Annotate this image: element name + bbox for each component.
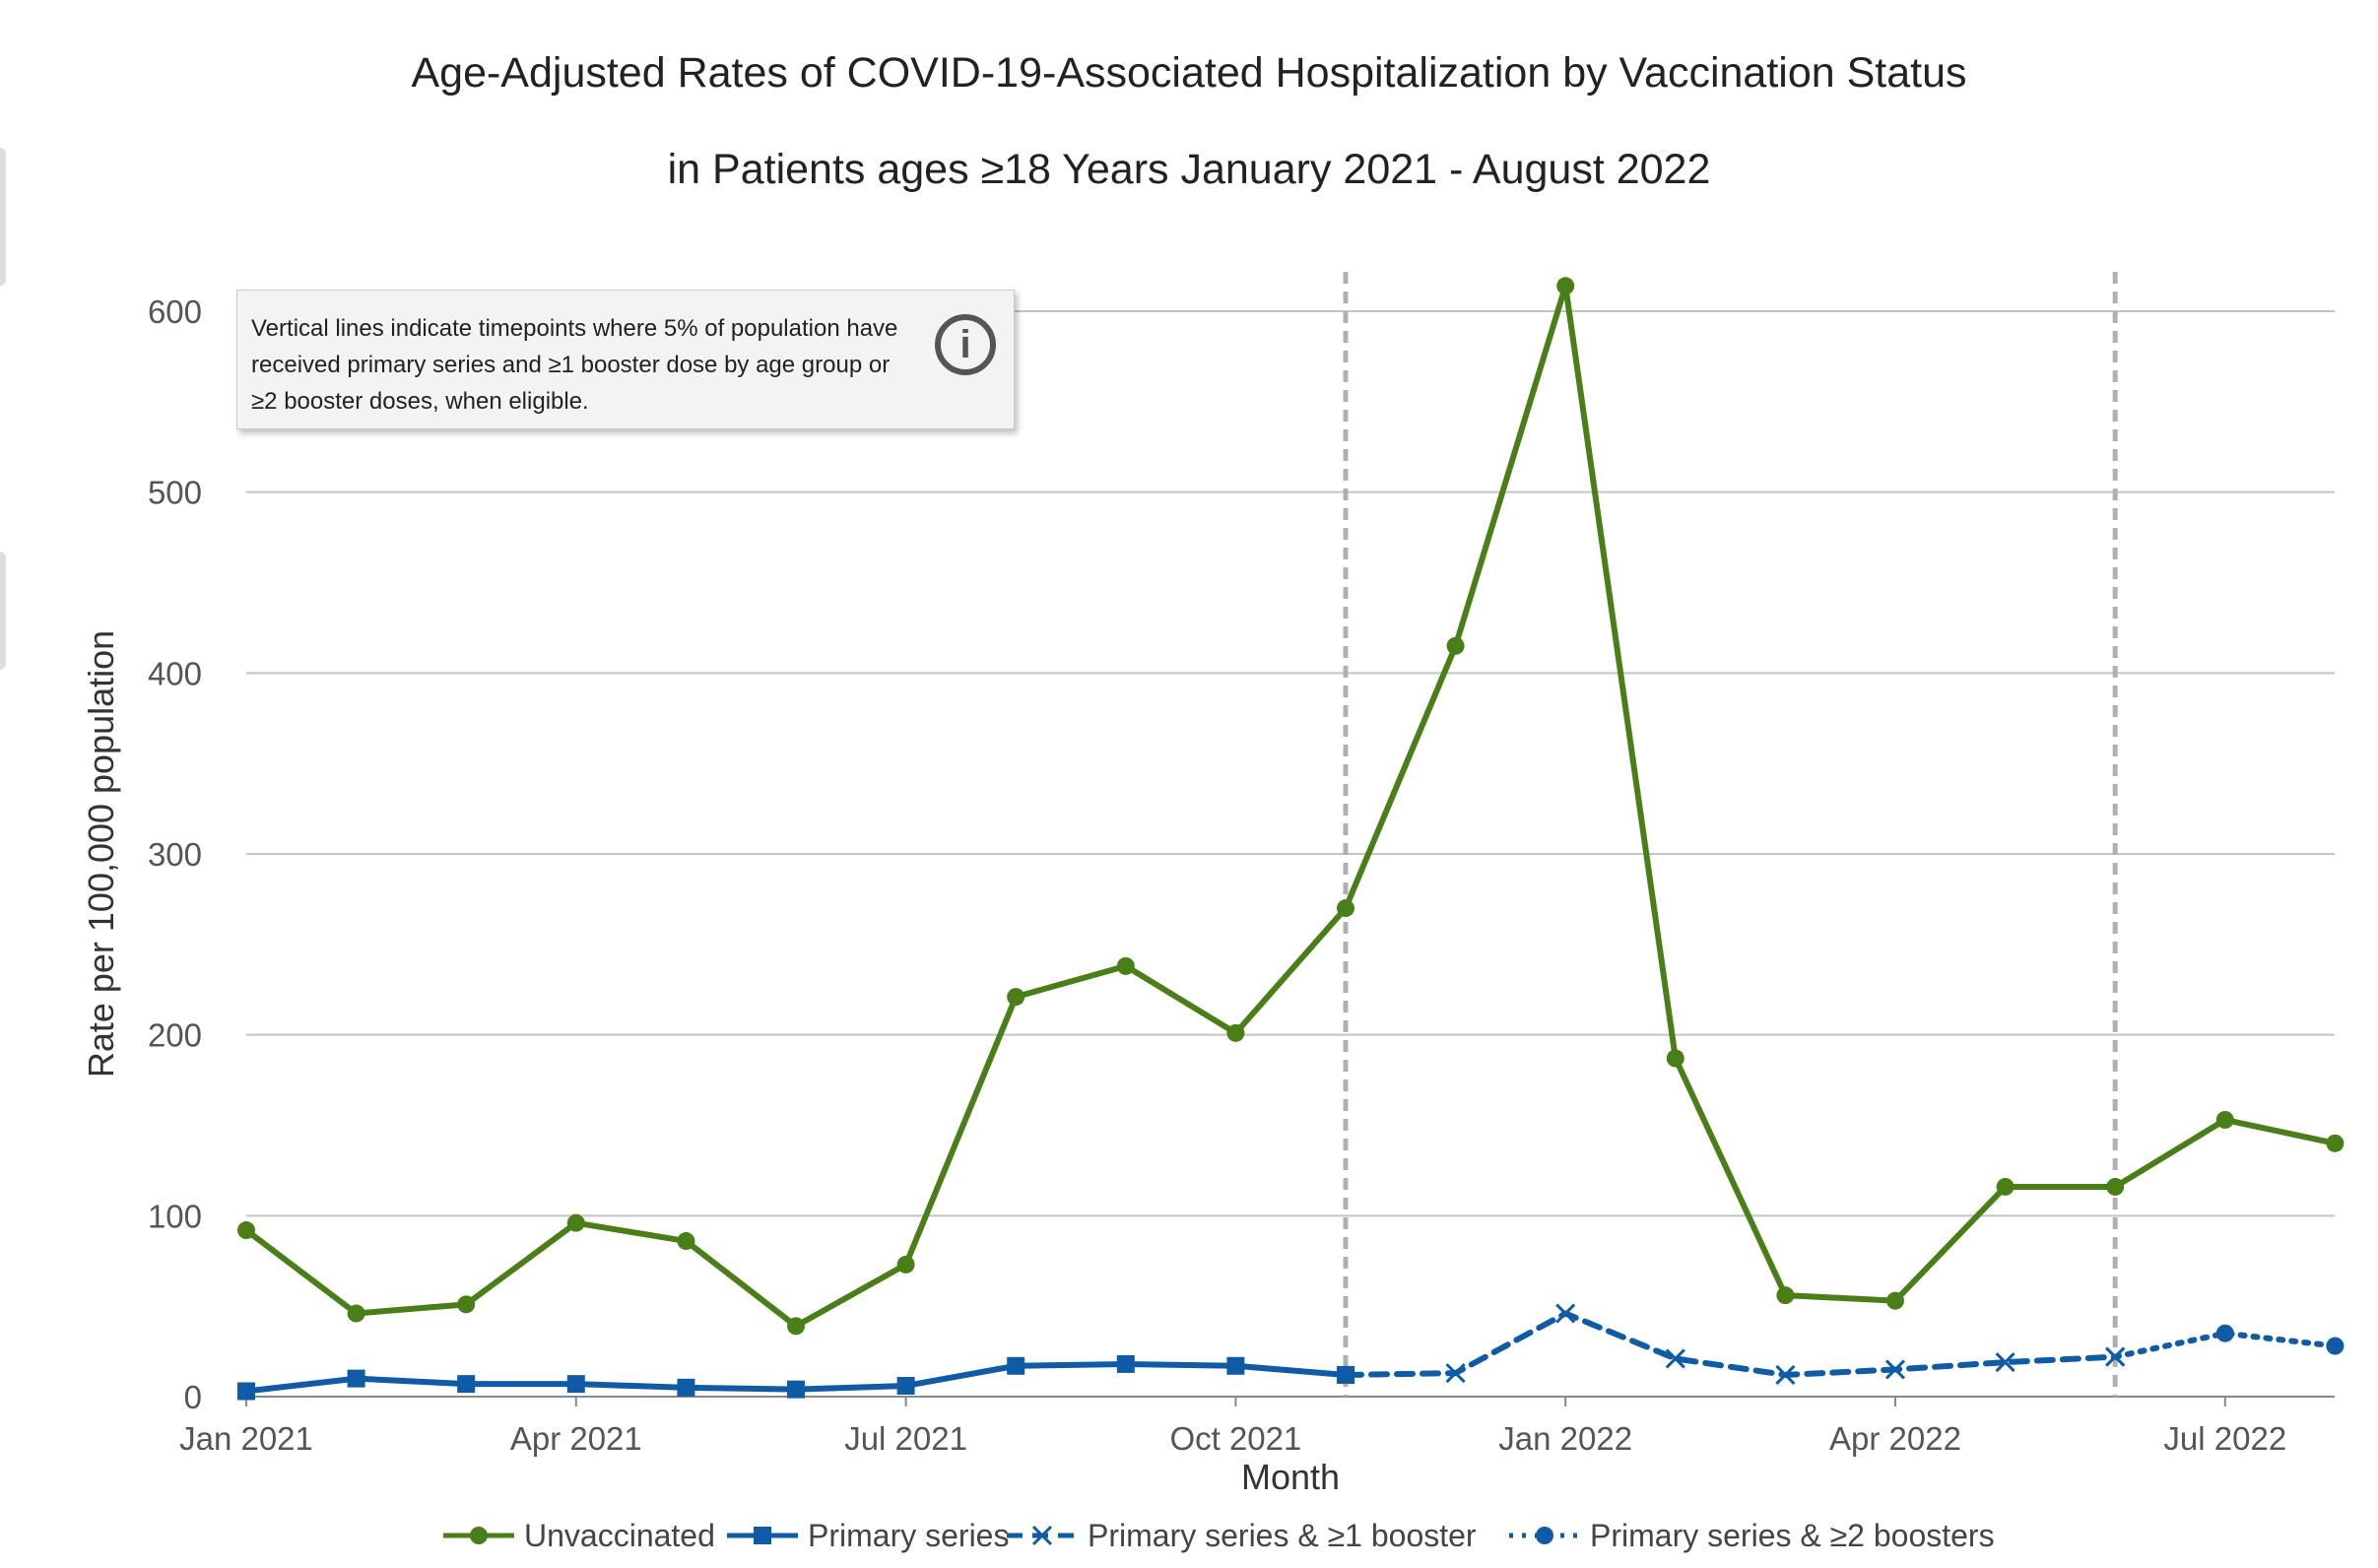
data-point <box>1556 277 1575 295</box>
legend-item-2: Primary series & ≥1 booster <box>1007 1518 1477 1553</box>
data-point <box>1775 1364 1796 1386</box>
x-axis-ticks: Jan 2021 Apr 2021 Jul 2021 Oct 2021 Jan 2022… <box>179 1397 2286 1457</box>
legend-item-0: Unvaccinated <box>443 1518 715 1553</box>
side-tab-upper[interactable] <box>0 148 6 286</box>
data-point <box>1886 1291 1904 1310</box>
x-tick-label: Jul 2022 <box>2163 1420 2286 1457</box>
data-point <box>1116 956 1135 975</box>
data-point <box>566 1375 585 1394</box>
legend-item-3: Primary series & ≥2 boosters <box>1509 1518 1995 1553</box>
series-line <box>243 283 2339 1330</box>
series-line <box>1343 1310 2119 1378</box>
series-1 <box>237 1354 1354 1401</box>
data-point <box>677 1378 695 1397</box>
data-point <box>896 1255 915 1274</box>
data-point-stroke <box>1031 1525 1053 1546</box>
x-tick-label: Oct 2021 <box>1169 1420 1301 1457</box>
series-0 <box>237 277 2345 1336</box>
y-tick-label: 400 <box>148 655 202 691</box>
data-point-stroke <box>1884 1359 1906 1380</box>
data-point <box>1776 1286 1795 1305</box>
data-point <box>2326 1134 2345 1152</box>
data-point <box>566 1213 585 1232</box>
x-axis-label: Month <box>1241 1457 1340 1497</box>
x-tick-label: Jan 2022 <box>1498 1420 1632 1457</box>
note-text: Vertical lines indicate timepoints where… <box>251 315 898 415</box>
legend-item-1: Primary series <box>727 1518 1009 1553</box>
x-tick-label: Apr 2022 <box>1829 1420 1961 1457</box>
data-point-stroke <box>1775 1364 1796 1386</box>
chart-title-line2: in Patients ages ≥18 Years January 2021 … <box>667 146 1711 193</box>
x-tick-label: Apr 2021 <box>510 1420 642 1457</box>
data-point <box>1884 1359 1906 1380</box>
data-point <box>347 1304 365 1323</box>
data-point-stroke <box>1665 1348 1685 1369</box>
legend-label: Primary series & ≥2 boosters <box>1590 1518 1995 1553</box>
side-tab-lower[interactable] <box>0 552 6 670</box>
chart-title-line1: Age-Adjusted Rates of COVID-19-Associate… <box>411 49 1967 97</box>
data-point-stroke <box>2105 1346 2126 1367</box>
y-tick-label: 300 <box>148 836 202 873</box>
y-tick-label: 600 <box>148 294 202 330</box>
series-2 <box>1337 1303 2126 1386</box>
y-tick-label: 200 <box>148 1017 202 1054</box>
data-point <box>1226 1023 1245 1042</box>
data-point <box>457 1375 476 1394</box>
data-point <box>1031 1525 1053 1546</box>
y-tick-label: 500 <box>148 475 202 511</box>
data-point <box>1226 1356 1245 1375</box>
info-icon[interactable]: i <box>935 314 996 375</box>
x-tick-label: Jan 2021 <box>179 1420 313 1457</box>
legend: Unvaccinated Primary series Primary series… <box>443 1518 1995 1553</box>
legend-label: Primary series <box>808 1518 1009 1553</box>
legend-label: Unvaccinated <box>524 1518 715 1553</box>
data-point <box>1116 1354 1135 1373</box>
data-point <box>1007 988 1025 1007</box>
y-axis-label: Rate per 100,000 population <box>81 630 121 1078</box>
data-point <box>1555 1303 1576 1324</box>
data-point <box>457 1295 476 1314</box>
data-point-stroke <box>1555 1303 1576 1324</box>
data-point <box>347 1369 365 1388</box>
data-point <box>470 1527 488 1544</box>
data-point <box>677 1232 695 1251</box>
data-point <box>1337 1365 1354 1384</box>
data-point <box>1996 1177 2015 1196</box>
booster-threshold-lines <box>1343 272 2118 1397</box>
data-point <box>754 1527 771 1544</box>
data-point <box>2105 1346 2126 1367</box>
series-3 <box>2105 1324 2345 1367</box>
data-point <box>787 1317 805 1336</box>
data-point <box>237 1382 255 1401</box>
y-axis-ticks: 0 100 200 300 400 500 600 <box>148 294 202 1415</box>
data-point <box>1445 1363 1466 1384</box>
data-point <box>2106 1177 2125 1196</box>
data-point <box>1007 1356 1025 1375</box>
data-point <box>1995 1352 2015 1373</box>
data-point <box>2326 1337 2345 1355</box>
legend-label: Primary series & ≥1 booster <box>1088 1518 1477 1553</box>
data-point <box>896 1376 915 1395</box>
vertical-lines-note: Vertical lines indicate timepoints where… <box>236 290 1015 429</box>
data-point <box>1666 1049 1684 1068</box>
data-point <box>2215 1110 2234 1129</box>
data-point <box>2215 1324 2234 1342</box>
series-group <box>237 277 2345 1401</box>
y-tick-label: 100 <box>148 1198 202 1234</box>
data-point <box>237 1221 255 1240</box>
data-point-stroke <box>1995 1352 2015 1373</box>
data-point <box>1536 1527 1553 1544</box>
y-tick-label: 0 <box>184 1379 202 1415</box>
data-point <box>1337 899 1354 918</box>
x-tick-label: Jul 2021 <box>844 1420 967 1457</box>
data-point-stroke <box>1445 1363 1466 1384</box>
data-point <box>787 1380 805 1399</box>
data-point <box>1665 1348 1685 1369</box>
data-point <box>1446 636 1465 655</box>
